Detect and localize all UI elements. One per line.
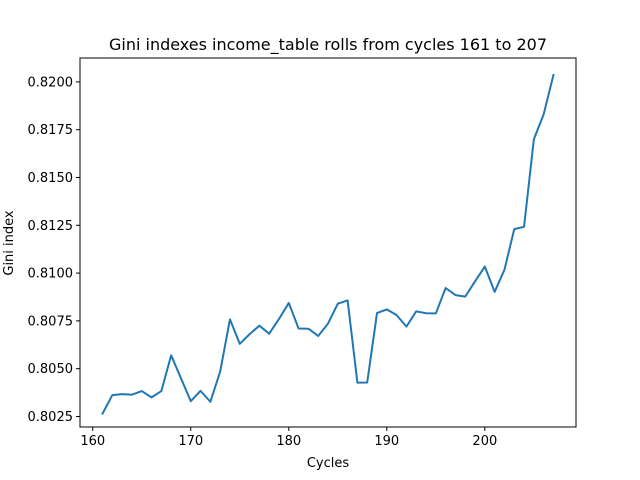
x-tick-label: 170	[178, 434, 203, 449]
y-tick-label: 0.8075	[28, 314, 74, 329]
y-axis-ticks: 0.8025 0.8050 0.8075 0.8100 0.8125 0.8150 0.81…	[28, 75, 80, 425]
axes-frame	[79, 57, 577, 428]
x-tick-label: 160	[80, 434, 105, 449]
x-tick-label: 200	[472, 434, 497, 449]
y-tick-label: 0.8175	[28, 123, 74, 138]
chart-title: Gini indexes income_table rolls from cyc…	[109, 35, 547, 55]
y-tick-label: 0.8200	[28, 75, 74, 90]
y-axis-label: Gini index	[2, 210, 17, 276]
x-axis-label: Cycles	[307, 456, 350, 471]
series-line	[101, 73, 555, 415]
y-tick-label: 0.8150	[28, 171, 74, 186]
y-tick-label: 0.8100	[28, 267, 74, 282]
series-layer	[101, 73, 555, 415]
y-tick-label: 0.8050	[28, 362, 74, 377]
y-tick-label: 0.8125	[28, 219, 74, 234]
x-axis-ticks: 160 170 180 190 200	[80, 427, 497, 449]
x-tick-label: 190	[374, 434, 399, 449]
y-tick-label: 0.8025	[28, 410, 74, 425]
x-tick-label: 180	[276, 434, 301, 449]
